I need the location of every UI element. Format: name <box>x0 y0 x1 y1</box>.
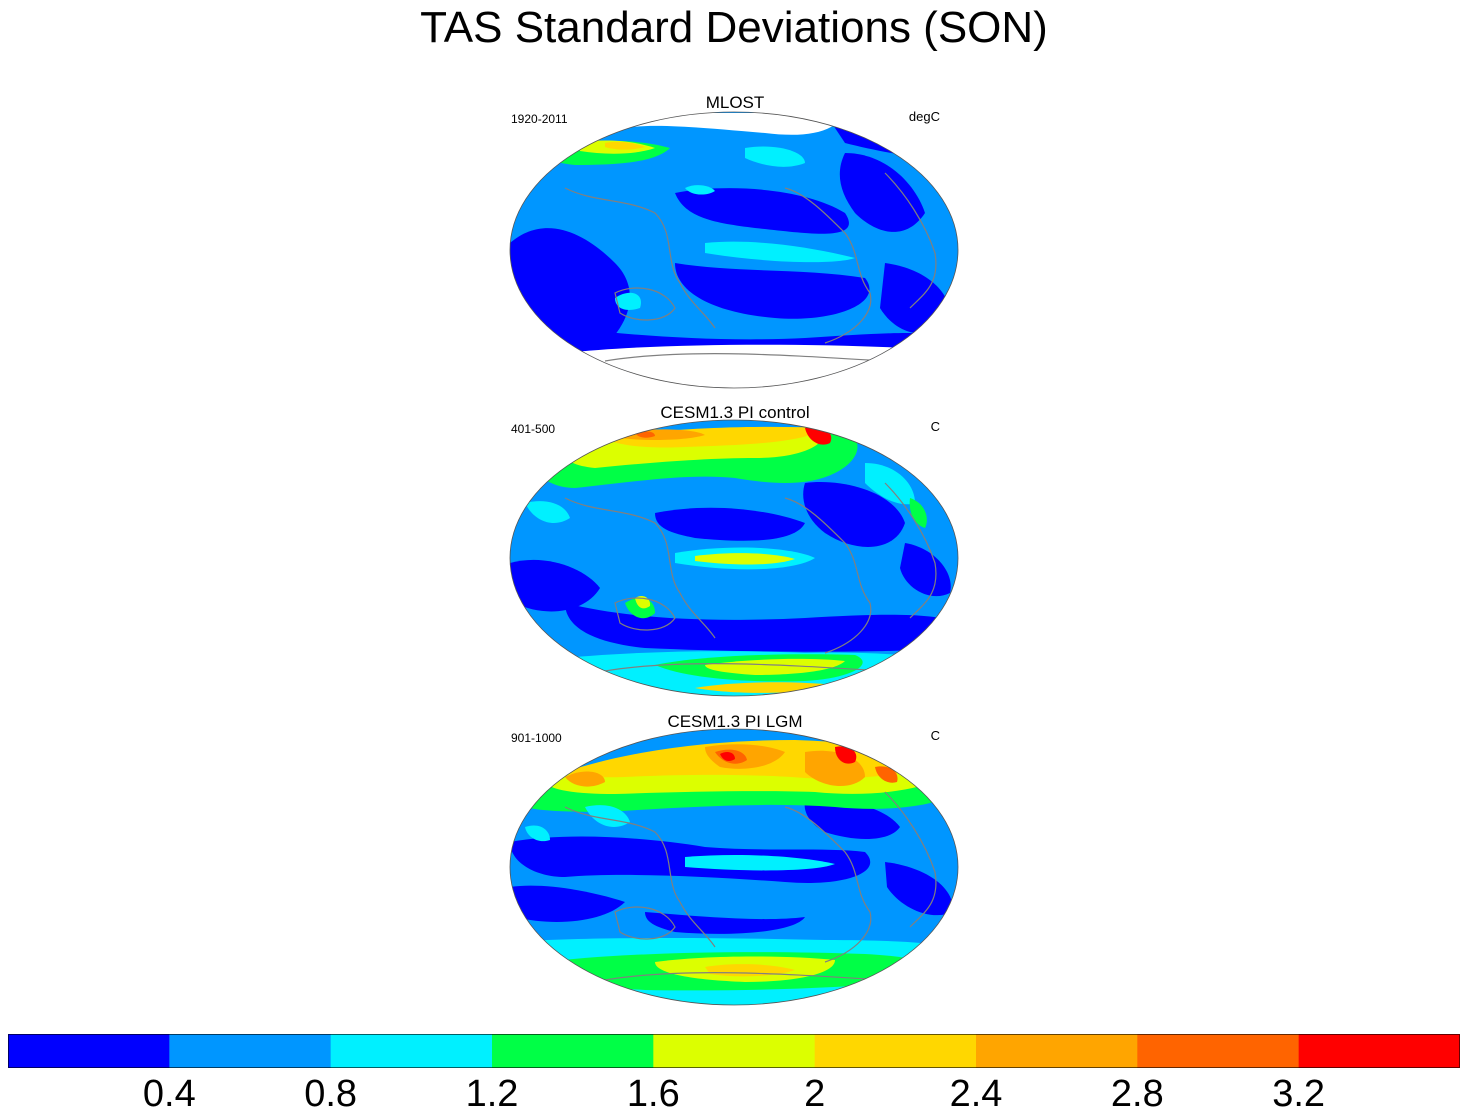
colorbar-tick-label: 2.8 <box>1110 1073 1164 1115</box>
map-pi-control <box>509 419 959 697</box>
panel-mlost: MLOST 1920-2011 degC <box>505 93 965 393</box>
colorbar-swatch <box>1298 1034 1460 1068</box>
figure-title: TAS Standard Deviations (SON) <box>420 3 1048 52</box>
panel-pi-control: CESM1.3 PI control 401-500 C <box>505 403 965 703</box>
colorbar-tick-label: 1.2 <box>465 1073 519 1115</box>
panel-title: CESM1.3 PI LGM <box>667 712 803 731</box>
colorbar-tick-label: 0.8 <box>304 1073 358 1115</box>
map-pi-lgm <box>509 728 959 1006</box>
colorbar <box>8 1034 1460 1068</box>
panel-units: C <box>930 728 940 743</box>
map-mlost <box>509 111 959 389</box>
colorbar-tick-label: 1.6 <box>626 1073 680 1115</box>
colorbar-swatch <box>976 1034 1138 1068</box>
panel-title: CESM1.3 PI control <box>660 403 810 422</box>
colorbar-frame <box>8 1034 1460 1068</box>
colorbar-tick-label: 2 <box>804 1073 826 1115</box>
colorbar-swatch <box>330 1034 493 1068</box>
colorbar-tick-label: 0.4 <box>142 1073 196 1115</box>
colorbar-swatch <box>492 1034 654 1068</box>
colorbar-tick-label: 2.4 <box>949 1073 1003 1115</box>
colorbar-swatch <box>653 1034 816 1068</box>
colorbar-swatch <box>1137 1034 1300 1068</box>
colorbar-swatch <box>8 1034 170 1068</box>
panel-period: 401-500 <box>511 422 556 436</box>
panel-pi-lgm: CESM1.3 PI LGM 901-1000 C <box>505 712 965 1012</box>
panel-units: C <box>930 419 940 434</box>
colorbar-swatch <box>169 1034 332 1068</box>
colorbar-swatch <box>814 1034 977 1068</box>
panel-period: 901-1000 <box>511 731 562 745</box>
panel-period: 1920-2011 <box>511 112 568 126</box>
panel-units: degC <box>908 109 940 124</box>
colorbar-tick-label: 3.2 <box>1272 1073 1326 1115</box>
panel-title: MLOST <box>705 93 765 112</box>
